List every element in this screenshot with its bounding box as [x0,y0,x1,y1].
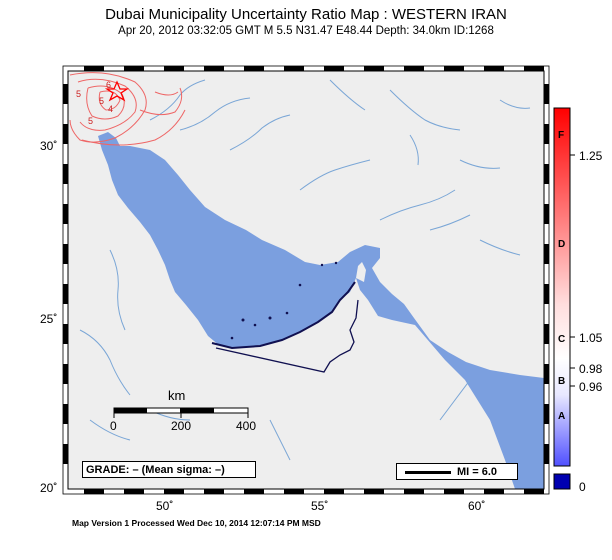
colorbar-ticks [570,154,575,387]
colorbar-letter: C [558,334,565,345]
scale-tick: 400 [236,419,256,433]
mi-label: MI = 6.0 [457,466,498,478]
scale-unit: km [168,388,186,403]
grade-legend: GRADE: – (Mean sigma: –) [82,461,256,478]
lon-label: 55˚ [311,499,328,513]
map-frame [67,70,545,490]
contour-label: 5 [88,116,93,126]
lon-label: 50˚ [156,499,173,513]
frame-ticks [63,66,549,494]
uae-coastline [211,281,356,350]
contour-label: 5 [76,89,81,99]
mi-line-swatch [405,471,451,474]
colorbar-value: 1.05 [579,331,603,345]
scale-tick: 200 [171,419,191,433]
lon-label: 60˚ [468,499,485,513]
colorbar-base [553,473,571,490]
colorbar-value: 0.96 [579,380,603,394]
colorbar-letter: A [558,411,565,422]
contour-label: 6 [106,80,111,90]
intensity-contours [69,72,186,146]
grade-text: GRADE: – (Mean sigma: –) [86,464,225,476]
event-subtitle: Apr 20, 2012 03:32:05 GMT M 5.5 N31.47 E… [118,25,494,37]
colorbar-letter: B [558,376,565,387]
lat-label: 25˚ [40,312,57,326]
map-title: Dubai Municipality Uncertainty Ratio Map… [105,6,507,23]
footer-note: Map Version 1 Processed Wed Dec 10, 2014… [72,518,321,528]
musandam-peninsula [356,262,366,282]
colorbar [553,107,571,467]
islands [230,261,338,340]
sea-area [98,132,544,489]
contour-labels: 5 6 5 4 5 [76,80,113,126]
lat-label: 20˚ [40,481,57,495]
outer-frame [62,65,550,495]
mi-legend: MI = 6.0 [396,463,518,480]
scale-tick: 0 [110,419,117,433]
contour-label: 5 [99,96,104,106]
colorbar-value: 0.98 [579,362,603,376]
colorbar-value: 1.25 [579,149,603,163]
colorbar-value: 0 [579,480,586,494]
epicenter-star [104,80,130,102]
uae-border [215,299,359,373]
rivers [79,79,531,461]
lat-label: 30˚ [40,139,57,153]
colorbar-letter: D [558,239,565,250]
contour-label: 4 [108,104,113,114]
colorbar-letter: F [558,130,564,141]
scale-bar [113,407,249,418]
